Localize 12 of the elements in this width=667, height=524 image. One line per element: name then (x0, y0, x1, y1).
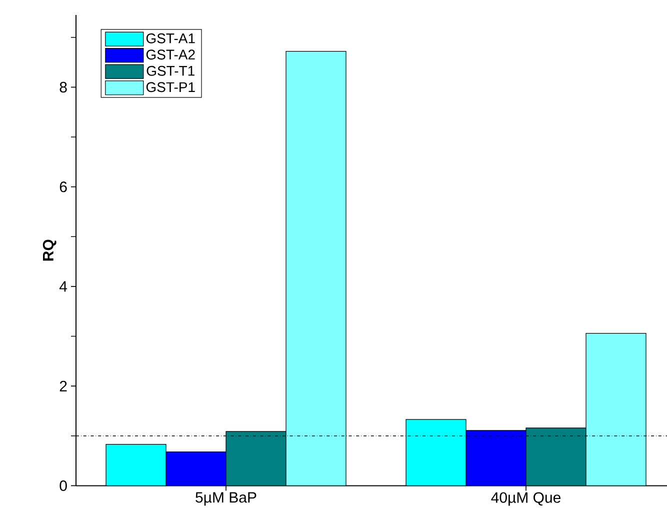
y-tick-label: 6 (60, 182, 67, 192)
y-tick-label: 2 (60, 380, 67, 392)
legend-label: GST-A2 (146, 50, 195, 60)
y-tick-label: 0 (60, 480, 67, 492)
y-tick-label: 8 (60, 82, 67, 93)
x-tick-label: 5µM BaP (196, 492, 256, 506)
legend-label: GST-T1 (146, 66, 194, 76)
y-tick-label: 4 (59, 281, 68, 292)
legend-label: GST-P1 (146, 82, 195, 92)
y-axis-title: RQ (42, 240, 56, 261)
legend-label: GST-A1 (146, 33, 195, 44)
x-tick-label: 40µM Que (491, 492, 560, 506)
